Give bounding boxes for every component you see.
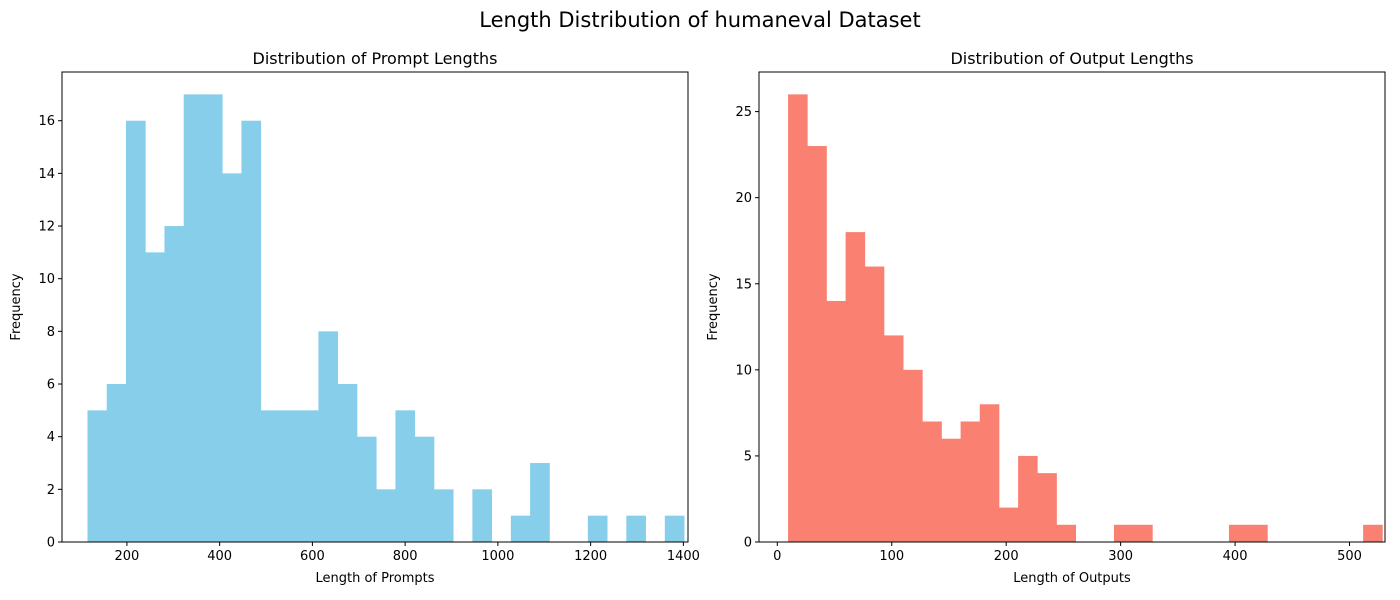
histogram-bar [241,120,262,542]
histogram-bar [356,436,377,542]
histogram-bar [1363,524,1383,542]
y-tick-label: 5 [744,449,752,464]
prompt-length-histogram: 200 400 600 800 1000 1200 1400 0 2 4 6 8 10 12 14 16 Dis… [9,49,700,586]
y-tick-label: 15 [735,277,752,292]
histogram-bar [998,507,1019,542]
x-tick-label: 500 [1337,549,1362,564]
x-tick-label: 600 [300,549,325,564]
histogram-bar [626,515,646,542]
histogram-bar [433,489,454,542]
histogram-bar [299,410,319,542]
chart-title: Distribution of Prompt Lengths [253,49,498,68]
histogram-bar [106,384,127,542]
y-axis-label: Frequency [9,273,24,340]
y-tick-label: 10 [735,363,752,378]
histogram-bar [664,515,685,542]
histogram-bar [87,410,108,542]
histogram-bar [883,335,904,542]
histogram-bar [979,404,1000,542]
histogram-bar [279,410,300,542]
histogram-bar [125,120,146,542]
y-axis-label: Frequency [706,273,721,340]
output-length-histogram: 0 100 200 300 400 500 0 5 10 15 20 25 Distribution o… [706,49,1386,586]
figure-title: Length Distribution of humaneval Dataset [479,8,921,32]
histogram-bar [1056,524,1077,542]
histogram-bar [941,438,961,542]
histogram-bar [1248,524,1268,542]
histogram-bar [788,94,808,542]
y-tick-label: 16 [38,114,55,129]
x-tick-label: 0 [773,549,781,564]
y-tick-label: 0 [744,536,752,551]
y-tick-label: 2 [47,483,55,498]
y-tick-label: 12 [38,220,55,235]
histogram-bar [960,421,981,542]
histogram-bar [845,232,866,542]
histogram-bar [1018,455,1038,542]
axes-frame [61,71,689,543]
x-tick-label: 200 [115,549,140,564]
histogram-bar [376,489,396,542]
histogram-bar [826,300,846,542]
histogram-bar [472,489,493,542]
histogram-bar [903,369,923,542]
y-tick-label: 6 [47,378,55,393]
x-tick-label: 200 [994,549,1019,564]
histogram-bar [807,146,827,542]
histogram-bar [222,173,242,542]
y-tick-label: 0 [47,536,55,551]
histogram-bar [530,463,550,542]
y-tick-label: 10 [38,272,55,287]
histogram-bar [202,94,223,542]
x-tick-label: 800 [393,549,418,564]
x-tick-label: 400 [1223,549,1248,564]
histogram-bar [414,436,435,542]
histogram-bar [145,252,165,543]
x-tick-label: 100 [879,549,904,564]
y-tick-label: 4 [47,430,55,445]
x-tick-label: 400 [207,549,232,564]
axes-frame [758,71,1386,543]
x-tick-label: 1000 [481,549,514,564]
histogram-bar [164,226,185,542]
chart-title: Distribution of Output Lengths [950,49,1193,68]
histogram-bar [1228,524,1249,542]
histogram-bar [922,421,942,542]
x-tick-label: 1200 [574,549,607,564]
y-tick-label: 20 [735,191,752,206]
histogram-bar [1113,524,1134,542]
histogram-bar [1037,473,1057,542]
y-tick-label: 8 [47,325,55,340]
histogram-bar [587,515,608,542]
x-axis-label: Length of Outputs [1013,571,1131,586]
histogram-bar [337,384,358,542]
y-tick-label: 25 [735,105,752,120]
histogram-bar [395,410,416,542]
histogram-bar [260,410,281,542]
histogram-bar [318,331,339,542]
histogram-bar [864,266,885,542]
histogram-bar [1133,524,1153,542]
y-tick-label: 14 [38,167,55,182]
x-tick-label: 1400 [667,549,700,564]
x-axis-label: Length of Prompts [315,571,434,586]
histogram-bar [183,94,204,542]
x-tick-label: 300 [1108,549,1133,564]
histogram-bar [510,515,531,542]
